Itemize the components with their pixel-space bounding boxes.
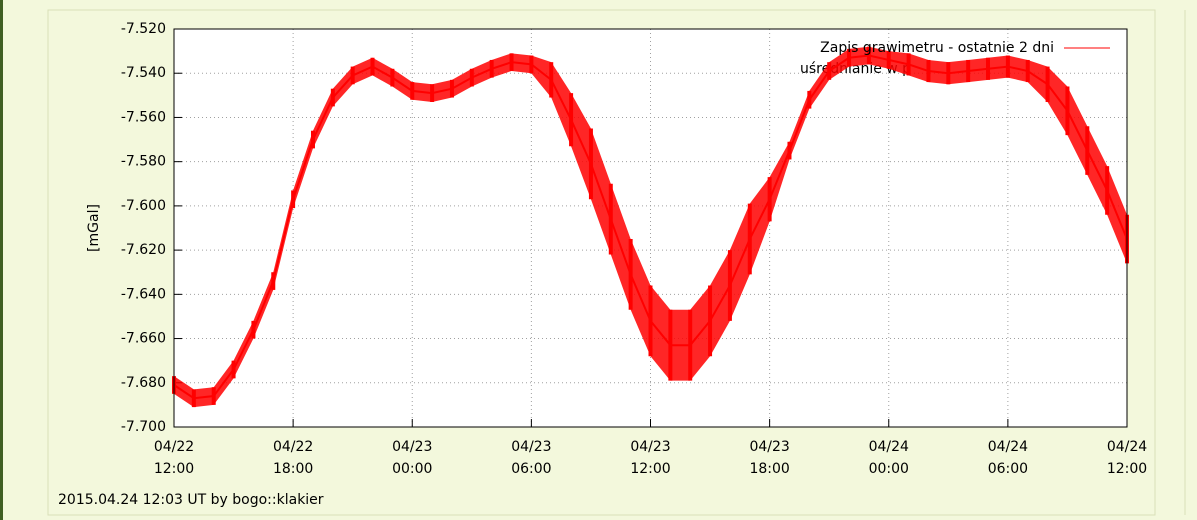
footer: 2015.04.24 12:03 UT by bogo::klakier	[58, 492, 324, 508]
x-tick-label: 04/23 12:00	[630, 439, 670, 477]
y-tick-label: -7.680	[121, 375, 166, 391]
data-line	[173, 54, 1128, 400]
x-tick-label: 04/23 00:00	[392, 439, 432, 477]
plot-area	[174, 29, 1127, 427]
x-tick-label: 04/22 18:00	[273, 439, 313, 477]
plot	[172, 46, 1129, 408]
y-tick-label: -7.540	[121, 65, 166, 81]
plot-frame	[173, 28, 1128, 428]
frame	[47, 9, 1156, 516]
y-tick-label: -7.600	[121, 198, 166, 214]
y-tick-label: -7.620	[121, 242, 166, 258]
y-tick-label: -7.560	[121, 109, 166, 125]
x-tick-label: 04/22 12:00	[154, 439, 194, 477]
legend-label: Zapis grawimetru - ostatnie 2 dni	[820, 40, 1054, 56]
x-tick-label: 04/24 12:00	[1107, 439, 1147, 477]
x-tick-label: 04/23 06:00	[511, 439, 551, 477]
y-tick-label: -7.660	[121, 331, 166, 347]
noise-envelope	[174, 46, 1127, 408]
y-tick-label: -7.640	[121, 286, 166, 302]
x-tick-label: 04/24 00:00	[869, 439, 909, 477]
left-border	[0, 0, 3, 520]
labels: -7.700 -7.680 -7.660 -7.640 -7.620 -7.600 -7.5…	[121, 21, 1147, 477]
y-tick-label: -7.520	[121, 21, 166, 37]
y-axis-label: [mGal]	[86, 204, 102, 252]
x-tick-label: 04/23 18:00	[749, 439, 789, 477]
y-tick-label: -7.700	[121, 419, 166, 435]
y-tick-label: -7.580	[121, 154, 166, 170]
x-tick-label: 04/24 06:00	[988, 439, 1028, 477]
